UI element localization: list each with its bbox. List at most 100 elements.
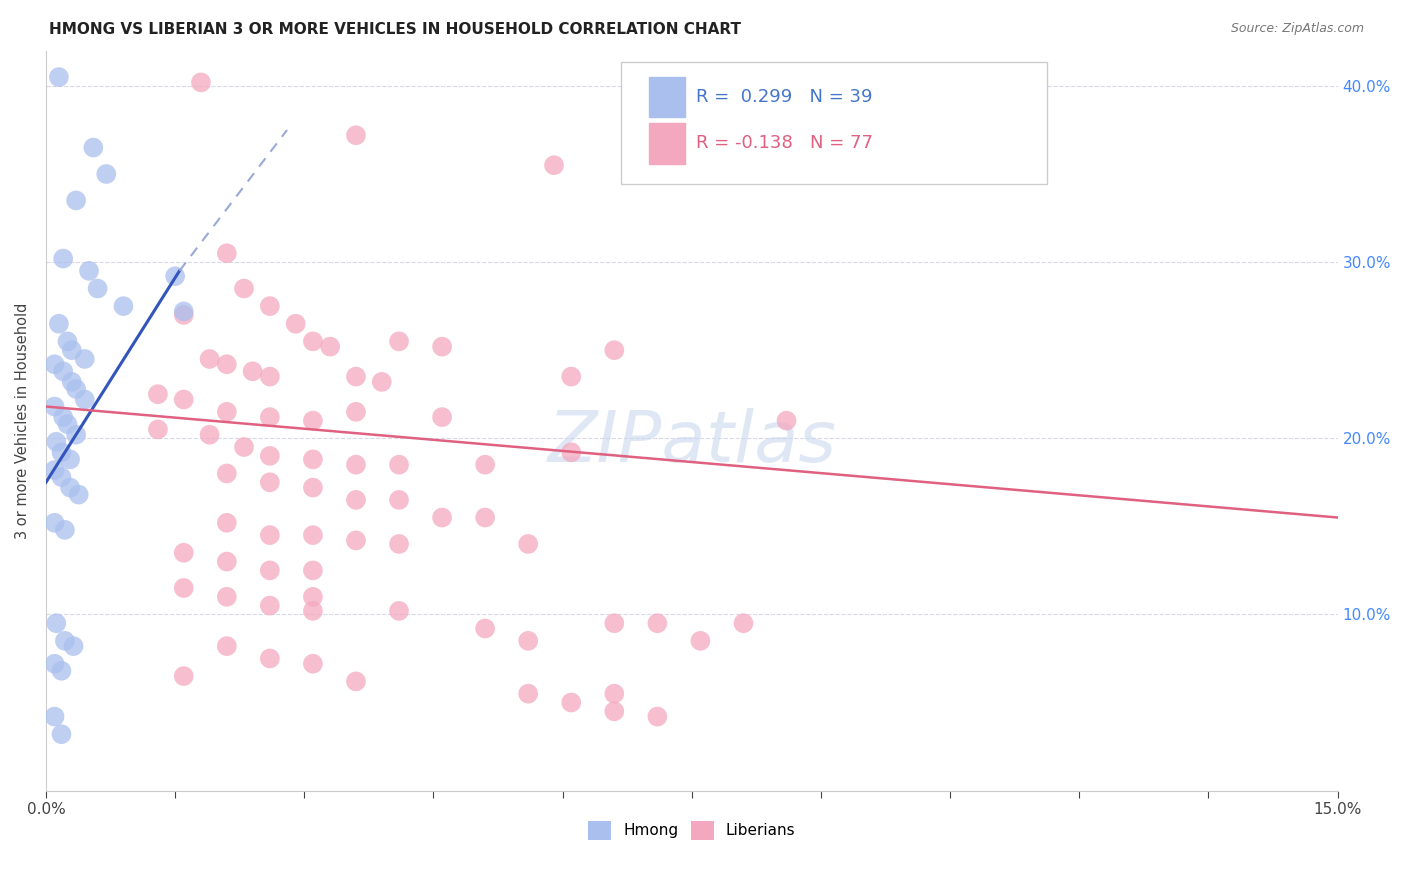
Point	[517, 687, 540, 701]
Point	[146, 422, 169, 436]
Point	[474, 622, 496, 636]
Point	[430, 410, 453, 425]
Point	[52, 364, 75, 378]
Point	[173, 304, 195, 318]
Text: Source: ZipAtlas.com: Source: ZipAtlas.com	[1230, 22, 1364, 36]
Point	[59, 452, 82, 467]
Point	[44, 400, 66, 414]
Point	[259, 599, 281, 613]
Point	[44, 516, 66, 530]
Point	[474, 510, 496, 524]
Point	[77, 264, 100, 278]
Point	[173, 546, 195, 560]
Point	[388, 492, 411, 507]
Point	[65, 194, 87, 208]
Point	[44, 709, 66, 723]
Point	[96, 167, 118, 181]
Point	[319, 340, 342, 354]
Point	[173, 392, 195, 407]
Point	[215, 516, 238, 530]
Point	[73, 392, 96, 407]
Point	[689, 633, 711, 648]
Point	[52, 252, 75, 266]
Point	[517, 537, 540, 551]
Point	[56, 417, 79, 432]
Point	[215, 246, 238, 260]
Point	[112, 299, 135, 313]
Point	[302, 528, 325, 542]
Point	[284, 317, 307, 331]
Point	[603, 704, 626, 718]
Point	[344, 369, 367, 384]
Point	[59, 481, 82, 495]
Point	[302, 563, 325, 577]
Point	[233, 281, 256, 295]
Legend: Hmong, Liberians: Hmong, Liberians	[582, 815, 801, 846]
Point	[647, 709, 669, 723]
Point	[56, 334, 79, 349]
Point	[44, 357, 66, 371]
Point	[198, 351, 221, 366]
Point	[302, 604, 325, 618]
Point	[371, 375, 394, 389]
Point	[215, 590, 238, 604]
Point	[45, 616, 67, 631]
Point	[259, 528, 281, 542]
Point	[165, 269, 187, 284]
Point	[474, 458, 496, 472]
Point	[65, 427, 87, 442]
Point	[543, 158, 565, 172]
Point	[388, 537, 411, 551]
Point	[65, 382, 87, 396]
Point	[44, 657, 66, 671]
Point	[302, 452, 325, 467]
Point	[146, 387, 169, 401]
Point	[51, 445, 73, 459]
Bar	[650, 77, 685, 117]
Point	[603, 616, 626, 631]
FancyBboxPatch shape	[621, 62, 1047, 184]
Point	[198, 427, 221, 442]
Point	[215, 357, 238, 371]
Point	[647, 616, 669, 631]
Point	[388, 458, 411, 472]
Point	[344, 492, 367, 507]
Point	[52, 410, 75, 425]
Point	[48, 317, 70, 331]
Point	[302, 334, 325, 349]
Point	[302, 657, 325, 671]
Point	[560, 445, 582, 459]
Point	[215, 467, 238, 481]
Point	[388, 604, 411, 618]
Point	[733, 616, 755, 631]
Point	[73, 351, 96, 366]
Point	[344, 533, 367, 548]
Point	[560, 369, 582, 384]
Text: ZIPatlas: ZIPatlas	[547, 409, 837, 477]
Y-axis label: 3 or more Vehicles in Household: 3 or more Vehicles in Household	[15, 302, 30, 539]
Point	[344, 405, 367, 419]
Point	[51, 727, 73, 741]
Point	[215, 405, 238, 419]
Point	[53, 523, 76, 537]
Point	[190, 75, 212, 89]
Point	[44, 463, 66, 477]
Point	[173, 669, 195, 683]
Point	[775, 414, 797, 428]
Point	[53, 633, 76, 648]
Point	[430, 340, 453, 354]
Point	[344, 458, 367, 472]
Point	[51, 664, 73, 678]
Point	[60, 375, 83, 389]
Point	[302, 414, 325, 428]
Point	[67, 488, 90, 502]
Point	[45, 434, 67, 449]
Point	[560, 696, 582, 710]
Point	[51, 470, 73, 484]
Point	[603, 343, 626, 358]
Point	[62, 639, 84, 653]
Point	[233, 440, 256, 454]
Point	[517, 633, 540, 648]
Point	[173, 581, 195, 595]
Point	[259, 563, 281, 577]
